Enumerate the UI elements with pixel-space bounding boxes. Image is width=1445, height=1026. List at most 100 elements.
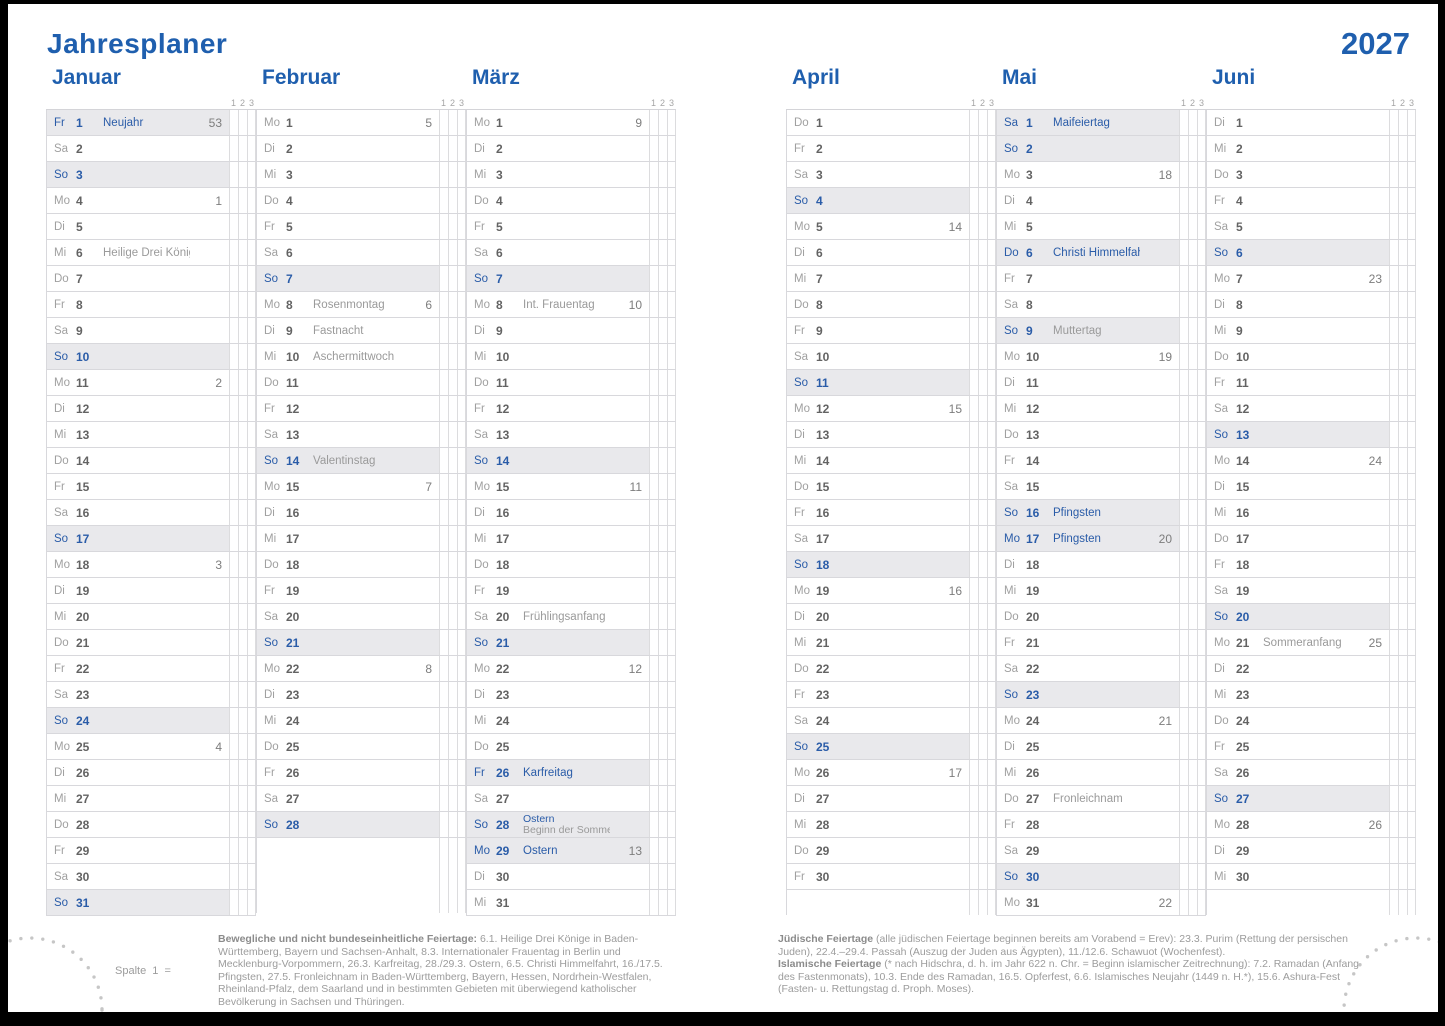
spalte-cell <box>247 422 256 447</box>
day-number: 6 <box>816 245 823 260</box>
day-number: 17 <box>76 531 90 546</box>
spalte-cell <box>1407 630 1416 655</box>
spalte-cell <box>969 682 978 707</box>
day-row: Sa 26 <box>1206 760 1416 786</box>
spalte-cell <box>1398 734 1407 759</box>
spalte-cell <box>978 370 987 395</box>
day-number: 4 <box>1026 193 1033 208</box>
day-number: 17 <box>286 531 300 546</box>
spalte-cell <box>1197 318 1206 343</box>
spalte-cell <box>229 786 238 811</box>
weekday-label: Sa <box>54 688 69 701</box>
weekday-label: Mo <box>1214 818 1230 831</box>
day-number: 6 <box>286 245 293 260</box>
spalte-cell <box>1407 526 1416 551</box>
day-number: 8 <box>1236 297 1243 312</box>
holiday-label-line1: Ostern <box>523 814 555 825</box>
weekday-label: So <box>474 454 489 467</box>
spalte-cell <box>1197 682 1206 707</box>
spalte-cell <box>247 396 256 421</box>
day-number: 13 <box>286 427 300 442</box>
spalte-cell <box>457 396 466 421</box>
day-cell: Do 11 <box>466 370 649 395</box>
day-row: Do 17 <box>1206 526 1416 552</box>
day-number: 30 <box>816 869 830 884</box>
spalte-cell <box>229 812 238 837</box>
day-number: 19 <box>76 583 90 598</box>
spalte-cell <box>987 188 996 213</box>
weekday-label: Do <box>54 818 69 831</box>
weekday-label: Mi <box>794 454 807 467</box>
weekday-label: Di <box>1214 116 1225 129</box>
day-cell: Mi 20 <box>46 604 229 629</box>
spalte-cell <box>649 240 658 265</box>
weekday-label: Do <box>1214 532 1229 545</box>
spalte-cell <box>238 422 247 447</box>
spalte-cell <box>238 396 247 421</box>
spalte-cell <box>1188 812 1197 837</box>
spalte-cell <box>987 500 996 525</box>
spalte-cell <box>247 812 256 837</box>
weekday-label: Di <box>54 584 65 597</box>
day-cell: Mi 26 <box>996 760 1179 785</box>
day-cell: Sa 30 <box>46 864 229 889</box>
day-cell: Fr 21 <box>996 630 1179 655</box>
day-cell: Mo 19 16 <box>786 578 969 603</box>
spalte-cell <box>247 604 256 629</box>
weekday-label: Do <box>1004 428 1019 441</box>
day-cell: Mi 31 <box>466 890 649 915</box>
spalte-cell <box>1398 500 1407 525</box>
day-row: Do 25 <box>256 734 466 760</box>
day-cell: Fr 7 <box>996 266 1179 291</box>
weekday-label: Mi <box>1004 402 1017 415</box>
spalte-cell <box>457 344 466 369</box>
day-row: Di 2 <box>466 136 676 162</box>
weekday-label: Fr <box>1214 558 1225 571</box>
spalte-cell <box>667 708 676 733</box>
holiday-label: Fastnacht <box>313 324 364 337</box>
spalte-cell <box>1188 864 1197 889</box>
spalte-column-number: 1 <box>970 98 976 108</box>
day-number: 8 <box>286 297 293 312</box>
spalte-cell <box>238 318 247 343</box>
day-row: So 13 <box>1206 422 1416 448</box>
day-row: Mo 22 8 <box>256 656 466 682</box>
spalte-cell <box>238 864 247 889</box>
day-row: Mo 29 Ostern 13 <box>466 838 676 864</box>
day-number: 8 <box>496 297 503 312</box>
day-cell: Di 16 <box>256 500 439 525</box>
day-cell: Fr 22 <box>46 656 229 681</box>
spalte-cell <box>457 630 466 655</box>
weekday-label: Mo <box>1004 532 1020 545</box>
day-number: 13 <box>496 427 510 442</box>
spalte-cell <box>1197 734 1206 759</box>
spalte-cell <box>969 266 978 291</box>
spalte-cell <box>658 500 667 525</box>
spalte-cell <box>1179 864 1188 889</box>
holiday-label: Rosenmontag <box>313 298 385 311</box>
day-cell: Do 1 <box>786 110 969 135</box>
day-cell: Sa 20 Frühlingsanfang <box>466 604 649 629</box>
day-number: 26 <box>1236 765 1250 780</box>
spalte-cell <box>457 552 466 577</box>
weekday-label: Mi <box>474 714 487 727</box>
day-number: 20 <box>496 609 510 624</box>
spalte-cell <box>247 448 256 473</box>
day-cell: Mi 9 <box>1206 318 1389 343</box>
day-row: Mo 12 15 <box>786 396 996 422</box>
holiday-label: Fronleichnam <box>1053 792 1123 805</box>
day-cell: Mi 10 Aschermittwoch <box>256 344 439 369</box>
spalte-cell <box>457 266 466 291</box>
spalte-cell <box>969 370 978 395</box>
day-number: 29 <box>76 843 90 858</box>
spalte-cell <box>457 526 466 551</box>
spalte-cell <box>1407 396 1416 421</box>
weekday-label: Sa <box>474 610 489 623</box>
month-grid: Do 1 Fr 2 Sa 3 So 4 Mo 5 14 Di 6 Mi 7 Do 8 Fr 9 Sa 10 So 11 Mo 1… <box>786 109 996 915</box>
day-row: Sa 23 <box>46 682 256 708</box>
day-row: Mo 11 2 <box>46 370 256 396</box>
spalte-cell <box>1389 292 1398 317</box>
spalte-cell <box>987 708 996 733</box>
empty-cell <box>1206 890 1389 915</box>
spalte-cell <box>1407 734 1416 759</box>
